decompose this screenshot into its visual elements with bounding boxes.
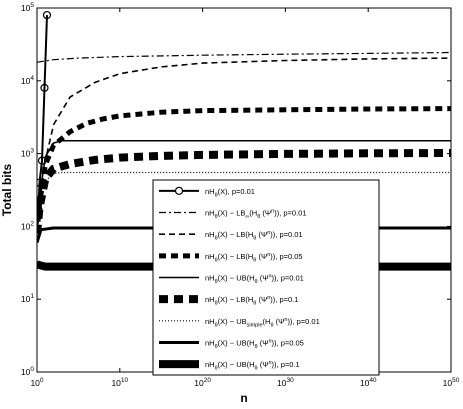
legend-label: nHθ(X) − UBsimple(Hθ (Ψn)), p=0.01	[205, 317, 320, 329]
series-line-5	[37, 140, 451, 234]
tick-label: 104	[21, 75, 34, 86]
legend-label: nHθ(X) − UB(Hθ (Ψn)), p=0.1	[205, 360, 300, 372]
tick-label: 1040	[360, 377, 377, 388]
series-line-6	[37, 149, 451, 234]
series-marker	[40, 83, 49, 92]
legend-label: nHθ(X) − UB(Hθ (Ψn)), p=0.05	[205, 339, 304, 351]
tick-label: 1050	[443, 377, 460, 388]
tick-label: 102	[21, 220, 34, 231]
x-axis-label: n	[240, 391, 247, 405]
legend-label: nHθ(X) − UB(Hθ (Ψn)), p=0.01	[205, 274, 304, 286]
legend-label: nHθ(X) − LB∞(Hθ (Ψn)), p=0.01	[205, 209, 307, 221]
tick-label: 100	[30, 377, 43, 388]
legend-label: nHθ(X) − LB(Hθ (Ψn)), p=0.01	[205, 230, 303, 242]
y-axis-label: Total bits	[0, 163, 14, 216]
legend-label: nHθ(X) − LB(Hθ (Ψn)), p=0.05	[205, 252, 303, 264]
legend-label: nHθ(X), p=0.01	[205, 187, 255, 199]
legend-label: nHθ(X) − LB(Hθ (Ψn)), p=0.1	[205, 295, 298, 307]
legend-marker	[174, 186, 184, 195]
tick-label: 101	[21, 293, 34, 304]
tick-label: 1010	[111, 377, 128, 388]
legend: nHθ(X), p=0.01 nHθ(X) − LB∞(Hθ (Ψn)), p=0…	[152, 179, 380, 376]
ticks-layer: 100 1010 1020 1030 1040 1050 100 101 102 103 104 10…	[21, 2, 460, 388]
tick-label: 105	[21, 2, 34, 13]
series-line-2	[37, 51, 451, 63]
tick-label: 100	[21, 366, 34, 377]
tick-label: 1030	[277, 377, 294, 388]
tick-label: 103	[21, 148, 34, 159]
tick-label: 1020	[194, 377, 211, 388]
series-marker	[42, 10, 52, 20]
series-line-4	[37, 106, 451, 234]
